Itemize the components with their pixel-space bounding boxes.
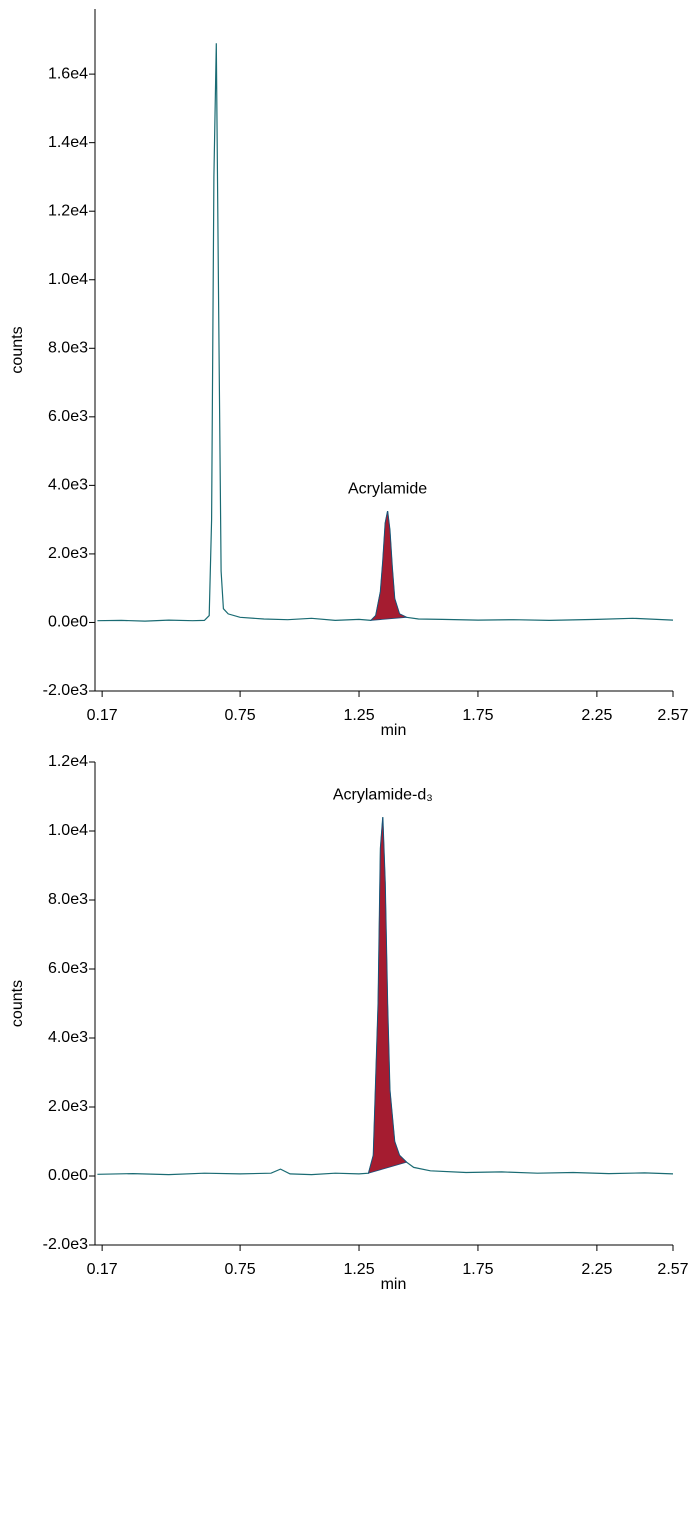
x-tick-label: 1.25 (343, 707, 374, 724)
x-tick-label: 2.57 (657, 1261, 688, 1278)
y-tick-label: 6.0e3 (48, 960, 88, 977)
x-tick-label: 0.75 (225, 707, 256, 724)
y-tick-label: 4.0e3 (48, 477, 88, 494)
y-tick-label: 6.0e3 (48, 408, 88, 425)
x-tick-label: 2.25 (581, 707, 612, 724)
x-tick-label: 1.25 (343, 1261, 374, 1278)
x-tick-label: 2.57 (657, 707, 688, 724)
peak-area (367, 817, 408, 1174)
y-axis-label: counts (9, 980, 26, 1027)
x-axis-label: min (381, 722, 407, 739)
y-tick-label: 8.0e3 (48, 340, 88, 357)
y-tick-label: 1.2e4 (48, 753, 88, 770)
y-tick-label: 2.0e3 (48, 1098, 88, 1115)
y-tick-label: 0.0e0 (48, 1167, 88, 1184)
peak-label: Acrylamide-d₃ (333, 786, 433, 803)
x-tick-label: 0.17 (87, 1261, 118, 1278)
y-axis-label: counts (9, 326, 26, 373)
y-tick-label: 4.0e3 (48, 1029, 88, 1046)
x-tick-label: 0.75 (225, 1261, 256, 1278)
peak-label: Acrylamide (348, 480, 427, 497)
y-tick-label: -2.0e3 (43, 682, 88, 699)
x-tick-label: 1.75 (462, 1261, 493, 1278)
y-tick-label: 1.6e4 (48, 65, 88, 82)
x-axis-label: min (381, 1276, 407, 1293)
y-tick-label: 8.0e3 (48, 891, 88, 908)
y-tick-label: 1.4e4 (48, 134, 88, 151)
x-tick-label: 2.25 (581, 1261, 612, 1278)
trace (97, 43, 674, 622)
y-tick-label: 0.0e0 (48, 614, 88, 631)
y-tick-label: -2.0e3 (43, 1236, 88, 1253)
x-tick-label: 1.75 (462, 707, 493, 724)
y-tick-label: 2.0e3 (48, 545, 88, 562)
y-tick-label: 1.0e4 (48, 822, 88, 839)
peak-area (369, 511, 409, 621)
x-tick-label: 0.17 (87, 707, 118, 724)
y-tick-label: 1.0e4 (48, 271, 88, 288)
y-tick-label: 1.2e4 (48, 202, 88, 219)
